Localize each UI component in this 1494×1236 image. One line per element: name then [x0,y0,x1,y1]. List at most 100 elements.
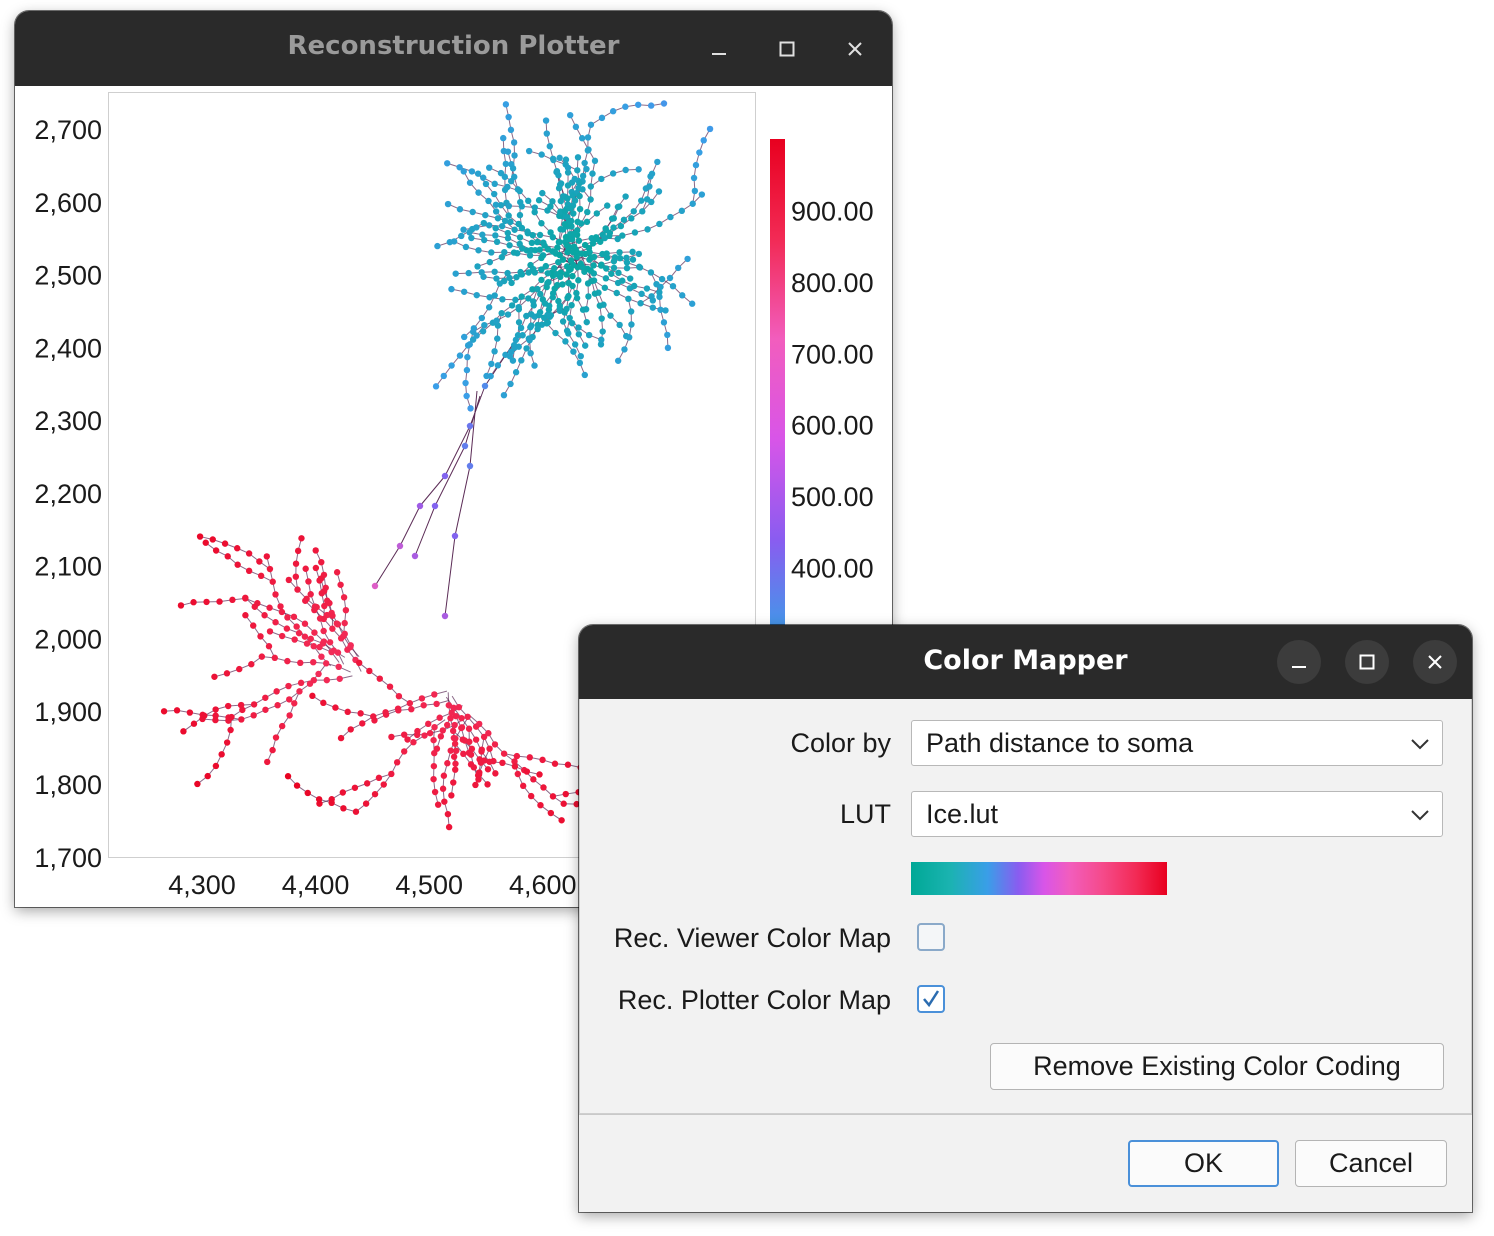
neuron-node [575,277,582,284]
neuron-node [638,290,645,298]
plotter-minimize-button[interactable] [699,29,739,69]
viewer-color-map-checkbox[interactable] [917,923,945,951]
neuron-node [440,372,448,380]
neuron-node [482,180,490,188]
neuron-node [265,643,273,650]
neuron-node [512,336,520,344]
neuron-node [570,210,577,217]
neuron-node [511,758,518,765]
neuron-node [406,700,414,707]
neuron-node [462,243,470,251]
neuron-node [554,244,561,251]
neuron-node [559,256,567,263]
neuron-node [629,256,637,263]
neuron-node [492,225,499,232]
neuron-node [444,721,451,729]
neuron-node [476,720,483,728]
maximize-icon [1359,654,1375,670]
plotter-close-button[interactable] [835,29,875,69]
remove-color-coding-button[interactable]: Remove Existing Color Coding [990,1043,1444,1090]
y-tick-label: 1,900 [34,697,102,727]
neuron-node [494,322,502,329]
neuron-node [525,147,533,155]
neuron-node [401,731,408,738]
neuron-node [250,622,257,629]
mapper-maximize-button[interactable] [1345,640,1389,684]
neuron-node [509,165,517,172]
neuron-node [549,290,557,297]
y-tick-label: 2,300 [34,406,102,436]
neuron-node [608,270,615,277]
neuron-node [654,158,661,166]
lut-select[interactable]: Ice.lut [911,791,1443,837]
neuron-node [340,594,348,601]
ok-button[interactable]: OK [1128,1140,1279,1187]
neuron-node [212,706,219,713]
neuron-node [571,197,579,204]
neuron-node [529,231,536,239]
neuron-node [264,758,271,766]
neuron-node [610,258,618,265]
neuron-node [224,702,232,710]
neuron-node [382,711,390,718]
neuron-node [284,614,291,621]
neuron-node [211,673,218,680]
y-tick-label: 2,000 [34,624,102,654]
neuron-node [606,232,613,240]
mapper-close-button[interactable] [1413,640,1457,684]
neuron-node [480,236,488,244]
neuron-node [320,627,327,635]
neuron-node [579,306,587,313]
neuron-node [608,215,616,222]
neuron-node [304,789,311,797]
mapper-minimize-button[interactable] [1277,640,1321,684]
neuron-node [440,772,448,779]
neuron-node [561,220,569,228]
cancel-button[interactable]: Cancel [1295,1140,1447,1187]
neuron-node [212,716,219,724]
mapper-titlebar[interactable]: Color Mapper [579,625,1472,699]
neuron-node [482,211,489,219]
neuron-node [486,758,493,765]
neuron-node [616,321,623,329]
neuron-node [619,232,626,239]
neuron-node [505,212,512,219]
neuron-node [323,676,331,684]
neuron-node [549,198,556,205]
neuron-node [303,595,310,603]
neuron-node [623,254,630,262]
chevron-down-icon [1411,739,1429,750]
neuron-node [563,241,570,249]
neuron-node [588,277,596,285]
plotter-titlebar[interactable]: Reconstruction Plotter [15,11,892,86]
neuron-node [631,229,639,236]
neuron-node [510,249,518,256]
neuron-node [630,208,637,215]
neuron-node [333,569,341,576]
neuron-node [342,606,350,614]
neuron-node [347,642,354,649]
neuron-node [452,270,459,277]
neuron-node [347,726,354,733]
plotter-maximize-button[interactable] [767,29,807,69]
neuron-node [504,183,511,191]
neuron-node [309,692,316,700]
neuron-node [516,234,524,241]
x-tick-label: 4,500 [395,870,463,900]
neuron-node [511,763,519,770]
neuron-node [565,292,572,300]
plotter-color-map-checkbox[interactable] [917,985,945,1013]
neuron-node [629,248,636,256]
chevron-down-icon [1411,810,1429,821]
neuron-node [512,369,520,376]
neuron-node [569,192,577,199]
neuron-node [466,422,474,430]
color-by-select[interactable]: Path distance to soma [911,720,1443,766]
neuron-node [613,289,620,297]
neuron-node [549,793,557,800]
neuron-node [258,653,266,660]
neuron-node [504,235,512,242]
neuron-node [363,780,371,787]
neuron-node [485,730,492,737]
neuron-node [444,160,451,167]
